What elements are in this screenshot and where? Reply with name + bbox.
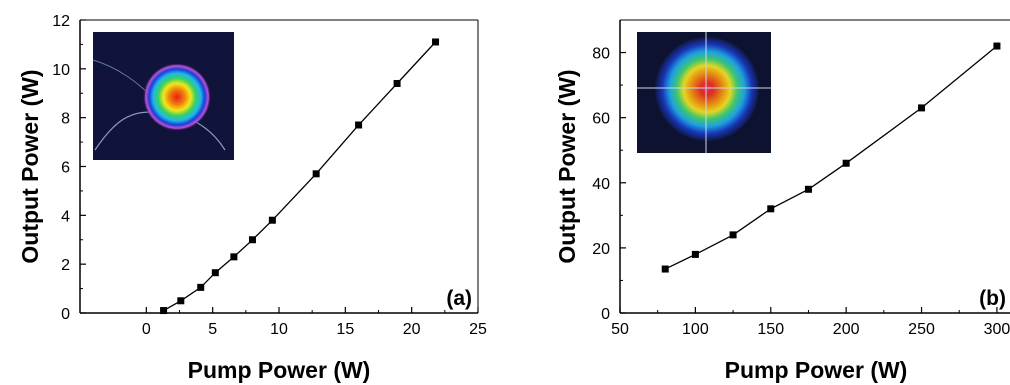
- data-point-marker: [918, 104, 926, 112]
- panel-b-inset: [637, 32, 771, 153]
- y-tick-label: 2: [61, 257, 70, 274]
- inset-a-beam-spot: [143, 63, 211, 131]
- x-tick-label: 5: [208, 321, 217, 338]
- y-tick-label: 8: [61, 111, 70, 128]
- plot-a: 0 5 10 15 20 25 0 2 4 6 8 10 12 Pump Power (W) Output …: [17, 13, 487, 383]
- plot-b: 50 100 150 200 250 300 0 20 40 60 80 Pump Power (W)…: [554, 19, 1010, 383]
- data-point-marker: [268, 216, 276, 224]
- data-point-marker: [312, 170, 320, 178]
- data-point-marker: [355, 121, 363, 129]
- panel-a-inset: [92, 32, 234, 160]
- data-point-marker: [177, 297, 185, 305]
- panel-b: 50 100 150 200 250 300 0 20 40 60 80 Pump Power (W)…: [554, 19, 1010, 383]
- data-point-marker: [197, 283, 205, 291]
- data-point-marker: [661, 265, 669, 273]
- x-axis-label: Pump Power (W): [725, 357, 908, 383]
- y-tick-label: 60: [592, 111, 610, 128]
- y-axis-label: Output Power (W): [17, 69, 43, 263]
- data-point-marker: [160, 307, 168, 315]
- data-point-marker: [393, 79, 401, 87]
- x-tick-label: 300: [984, 321, 1010, 338]
- panel-label: (a): [446, 287, 472, 310]
- data-point-marker: [804, 185, 812, 193]
- y-tick-label: 20: [592, 241, 610, 258]
- series-line: [664, 45, 998, 270]
- data-point-marker: [842, 159, 850, 167]
- data-point-marker: [729, 231, 737, 239]
- x-tick-label: 250: [908, 321, 935, 338]
- data-point-marker: [993, 42, 1001, 50]
- panel-a: 0 5 10 15 20 25 0 2 4 6 8 10 12 Pump Power (W) Output …: [17, 13, 487, 383]
- inset-b-beam-spot: [655, 37, 759, 141]
- x-tick-label: 10: [270, 321, 288, 338]
- data-point-marker: [432, 38, 440, 46]
- y-tick-label: 0: [61, 306, 70, 323]
- y-tick-label: 40: [592, 176, 610, 193]
- data-point-marker: [767, 205, 775, 213]
- y-tick-label: 4: [61, 208, 70, 225]
- x-tick-label: 100: [682, 321, 709, 338]
- y-tick-label: 0: [601, 306, 610, 323]
- x-tick-label: 50: [611, 321, 629, 338]
- x-tick-label: 25: [469, 321, 487, 338]
- data-point-marker: [211, 269, 219, 277]
- x-tick-label: 0: [142, 321, 151, 338]
- x-tick-label: 200: [833, 321, 860, 338]
- y-tick-label: 12: [52, 13, 70, 30]
- y-tick-label: 6: [61, 160, 70, 177]
- panel-label: (b): [979, 287, 1006, 310]
- data-point-marker: [248, 236, 256, 244]
- y-tick-label: 80: [592, 46, 610, 63]
- y-axis-label: Output Power (W): [554, 69, 580, 263]
- x-axis-label: Pump Power (W): [188, 357, 371, 383]
- data-point-marker: [691, 250, 699, 258]
- y-tick-label: 10: [52, 62, 70, 79]
- data-point-marker: [230, 253, 238, 261]
- x-tick-label: 20: [403, 321, 421, 338]
- x-tick-label: 15: [336, 321, 354, 338]
- x-tick-label: 150: [757, 321, 784, 338]
